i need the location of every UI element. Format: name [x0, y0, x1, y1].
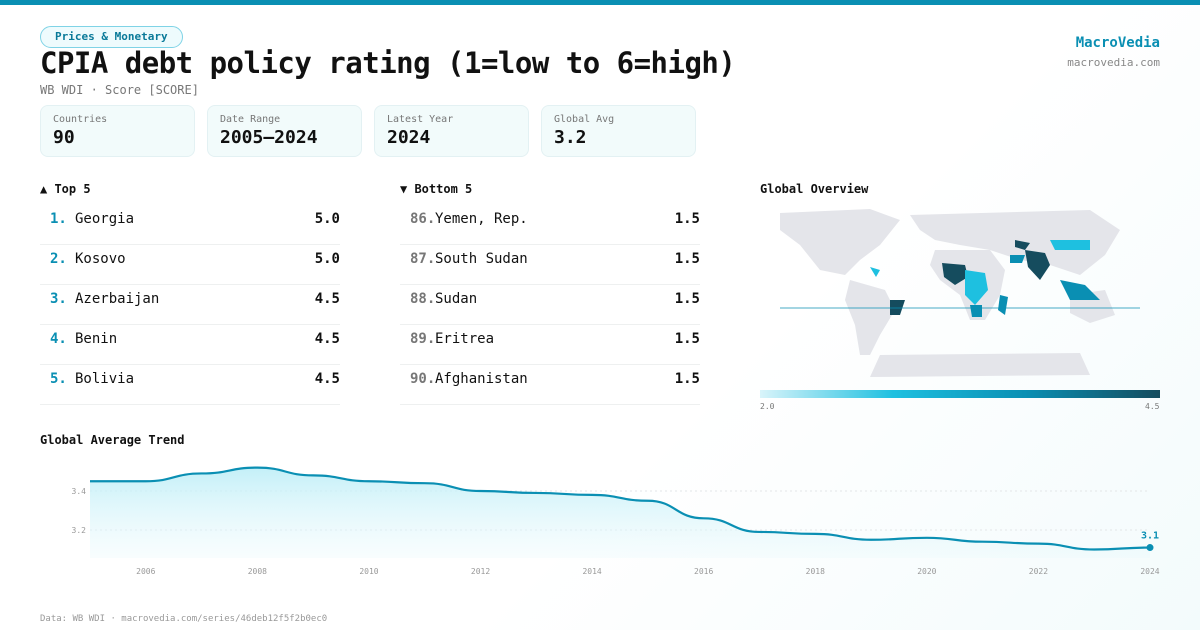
- data-point: [1146, 544, 1154, 552]
- country-name: Kosovo: [75, 251, 126, 267]
- country-name: Eritrea: [435, 331, 495, 347]
- stat-value: 90: [53, 127, 75, 148]
- x-tick-label: 2006: [136, 567, 155, 576]
- stat-card: Global Avg 3.2: [541, 105, 696, 157]
- rank: 5.: [50, 371, 67, 387]
- footer-source: Data: WB WDI · macrovedia.com/series/46d…: [40, 614, 328, 624]
- score: 5.0: [314, 211, 340, 227]
- score: 4.5: [314, 371, 340, 387]
- ranking-row[interactable]: 4. Benin 4.5: [40, 325, 340, 365]
- rank: 86.: [410, 211, 436, 227]
- page-title: CPIA debt policy rating (1=low to 6=high…: [40, 46, 736, 80]
- ranking-row[interactable]: 90. Afghanistan 1.5: [400, 365, 700, 405]
- rank: 87.: [410, 251, 436, 267]
- map-title: Global Overview: [760, 182, 869, 196]
- top5-heading: ▲ Top 5: [40, 182, 91, 196]
- stat-value: 2005–2024: [220, 127, 318, 148]
- rank: 89.: [410, 331, 436, 347]
- ranking-row[interactable]: 5. Bolivia 4.5: [40, 365, 340, 405]
- ranking-row[interactable]: 88. Sudan 1.5: [400, 285, 700, 325]
- country-name: Georgia: [75, 211, 135, 227]
- stat-card: Countries 90: [40, 105, 195, 157]
- score: 1.5: [674, 371, 700, 387]
- y-tick-label: 3.2: [72, 526, 87, 535]
- country-name: Azerbaijan: [75, 291, 160, 307]
- trend-chart: 3.2 3.4 3.1 2006 2008 2010 2012 2014 2016 2018 202…: [72, 466, 1160, 576]
- rank: 2.: [50, 251, 67, 267]
- scale-max-label: 4.5: [1145, 402, 1160, 411]
- x-tick-label: 2020: [917, 567, 936, 576]
- category-badge[interactable]: Prices & Monetary: [40, 26, 183, 48]
- ranking-row[interactable]: 86. Yemen, Rep. 1.5: [400, 205, 700, 245]
- rank: 3.: [50, 291, 67, 307]
- x-tick-label: 2018: [806, 567, 825, 576]
- world-map: [780, 209, 1140, 377]
- stat-label: Global Avg: [554, 114, 615, 125]
- scale-min-label: 2.0: [760, 402, 775, 411]
- country-name: Sudan: [435, 291, 478, 307]
- brand-url: macrovedia.com: [1067, 56, 1160, 69]
- x-tick-label: 2010: [359, 567, 378, 576]
- stat-label: Date Range: [220, 114, 281, 125]
- score: 4.5: [314, 331, 340, 347]
- last-value-label: 3.1: [1141, 531, 1159, 542]
- score: 1.5: [674, 291, 700, 307]
- country-name: Bolivia: [75, 371, 135, 387]
- top-accent-bar: [0, 0, 1200, 5]
- x-tick-label: 2014: [582, 567, 601, 576]
- stat-card: Latest Year 2024: [374, 105, 529, 157]
- ranking-row[interactable]: 89. Eritrea 1.5: [400, 325, 700, 365]
- country-name: Benin: [75, 331, 118, 347]
- x-tick-label: 2012: [471, 567, 490, 576]
- ranking-row[interactable]: 2. Kosovo 5.0: [40, 245, 340, 285]
- brand-logo: MacroVedia: [1075, 35, 1160, 51]
- stat-label: Countries: [53, 114, 108, 125]
- bottom5-heading: ▼ Bottom 5: [400, 182, 473, 196]
- chart-title: Global Average Trend: [40, 433, 185, 447]
- stat-card: Date Range 2005–2024: [207, 105, 362, 157]
- country-name: South Sudan: [435, 251, 528, 267]
- area-fill: [90, 467, 1150, 558]
- score: 1.5: [674, 211, 700, 227]
- country-name: Yemen, Rep.: [435, 211, 528, 227]
- x-tick-label: 2008: [248, 567, 267, 576]
- ranking-row[interactable]: 1. Georgia 5.0: [40, 205, 340, 245]
- score: 1.5: [674, 331, 700, 347]
- trend-line: [89, 466, 1151, 551]
- x-tick-label: 2024: [1140, 567, 1159, 576]
- ranking-row[interactable]: 3. Azerbaijan 4.5: [40, 285, 340, 325]
- ranking-row[interactable]: 87. South Sudan 1.5: [400, 245, 700, 285]
- stat-value: 3.2: [554, 127, 587, 148]
- x-tick-label: 2022: [1029, 567, 1048, 576]
- rank: 90.: [410, 371, 436, 387]
- x-tick-label: 2016: [694, 567, 713, 576]
- country-name: Afghanistan: [435, 371, 528, 387]
- stat-value: 2024: [387, 127, 431, 148]
- stat-label: Latest Year: [387, 114, 454, 125]
- map-color-scale: [760, 390, 1160, 398]
- rank: 4.: [50, 331, 67, 347]
- score: 4.5: [314, 291, 340, 307]
- y-tick-label: 3.4: [72, 487, 87, 496]
- rank: 88.: [410, 291, 436, 307]
- score: 5.0: [314, 251, 340, 267]
- subtitle: WB WDI · Score [SCORE]: [40, 83, 199, 97]
- score: 1.5: [674, 251, 700, 267]
- rank: 1.: [50, 211, 67, 227]
